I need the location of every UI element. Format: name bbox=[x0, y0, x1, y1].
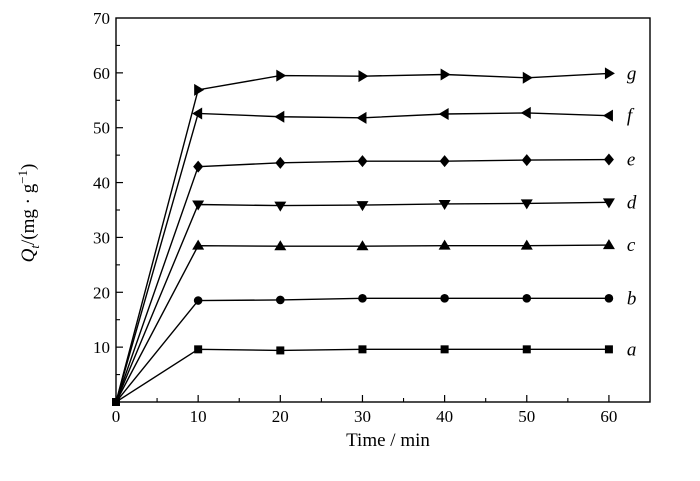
y-axis-title-exp: −1 bbox=[15, 170, 30, 184]
series-label-d: d bbox=[627, 192, 637, 213]
marker-triangle-right bbox=[440, 68, 451, 81]
x-tick-label: 10 bbox=[190, 407, 207, 426]
y-tick-label: 70 bbox=[93, 9, 110, 28]
series-e: e bbox=[112, 150, 635, 406]
marker-circle bbox=[440, 294, 449, 303]
marker-square bbox=[194, 345, 203, 354]
y-tick-label: 20 bbox=[93, 283, 110, 302]
series-f: f bbox=[112, 106, 635, 406]
series-label-e: e bbox=[627, 150, 635, 171]
x-tick-label: 0 bbox=[112, 407, 121, 426]
marker-triangle-left bbox=[192, 107, 203, 120]
y-axis-title-main: Q bbox=[18, 248, 39, 262]
marker-triangle-up bbox=[438, 239, 451, 250]
series-label-a: a bbox=[627, 339, 637, 360]
series-g: g bbox=[112, 63, 636, 406]
marker-triangle-left bbox=[274, 110, 285, 123]
marker-triangle-down bbox=[520, 199, 533, 210]
marker-triangle-up bbox=[356, 240, 369, 251]
marker-triangle-right bbox=[522, 71, 533, 84]
marker-triangle-right bbox=[276, 69, 287, 82]
series-label-b: b bbox=[627, 288, 637, 309]
marker-triangle-up bbox=[520, 239, 533, 250]
y-axis-title-sub: t bbox=[27, 245, 42, 249]
marker-diamond bbox=[439, 155, 450, 168]
series-b: b bbox=[112, 288, 636, 406]
series-line-e bbox=[115, 158, 609, 403]
marker-diamond bbox=[275, 156, 286, 169]
series-line-c bbox=[115, 244, 609, 403]
x-tick-label: 20 bbox=[272, 407, 289, 426]
series-a: a bbox=[112, 339, 636, 406]
marker-circle bbox=[522, 294, 532, 303]
marker-triangle-left bbox=[356, 111, 367, 124]
marker-triangle-left bbox=[438, 108, 449, 120]
marker-triangle-down bbox=[274, 201, 287, 212]
marker-triangle-right bbox=[604, 67, 615, 80]
marker-triangle-left bbox=[520, 106, 531, 119]
marker-triangle-right bbox=[358, 70, 369, 83]
series-label-c: c bbox=[627, 235, 636, 256]
y-axis-title-close: ) bbox=[18, 164, 39, 170]
y-tick-label: 40 bbox=[93, 174, 110, 193]
marker-triangle-down bbox=[192, 200, 205, 211]
marker-triangle-right bbox=[194, 83, 205, 96]
marker-diamond bbox=[603, 153, 614, 166]
x-tick-label: 50 bbox=[518, 407, 535, 426]
marker-circle bbox=[604, 294, 614, 303]
marker-triangle-down bbox=[438, 199, 451, 210]
series-label-f: f bbox=[627, 106, 635, 127]
x-tick-label: 30 bbox=[354, 407, 371, 426]
axes: 0 10 20 30 40 50 60 10 20 30 40 50 60 70 bbox=[93, 9, 651, 426]
marker-triangle-left bbox=[602, 109, 613, 122]
y-tick-label: 60 bbox=[93, 64, 110, 83]
marker-origin bbox=[112, 398, 120, 406]
marker-triangle-down bbox=[602, 198, 615, 209]
y-axis-title-unit: /(mg · g bbox=[18, 183, 39, 245]
marker-diamond bbox=[193, 160, 204, 173]
series-label-g: g bbox=[627, 63, 637, 84]
x-tick-label: 60 bbox=[600, 407, 617, 426]
marker-square bbox=[276, 346, 285, 355]
y-tick-label: 10 bbox=[93, 338, 110, 357]
series-c: c bbox=[112, 235, 636, 406]
marker-diamond bbox=[521, 154, 532, 167]
marker-circle bbox=[276, 295, 285, 305]
y-tick-label: 50 bbox=[93, 119, 110, 138]
x-tick-label: 40 bbox=[436, 407, 453, 426]
marker-square bbox=[358, 345, 367, 354]
marker-square bbox=[522, 345, 531, 354]
marker-circle bbox=[193, 296, 203, 305]
series-d: d bbox=[112, 192, 637, 406]
series-layer: a b c de f g bbox=[112, 63, 637, 406]
y-axis-title: Qt/(mg · g−1) bbox=[15, 164, 42, 263]
marker-triangle-up bbox=[192, 239, 205, 250]
y-tick-label: 30 bbox=[93, 228, 110, 247]
marker-triangle-down bbox=[356, 201, 369, 212]
x-axis-title: Time / min bbox=[346, 430, 430, 451]
series-line-a bbox=[115, 348, 609, 403]
marker-diamond bbox=[357, 155, 368, 168]
marker-triangle-up bbox=[274, 240, 287, 251]
marker-circle bbox=[358, 294, 367, 303]
marker-triangle-up bbox=[602, 239, 615, 250]
marker-square bbox=[440, 345, 449, 354]
marker-square bbox=[604, 345, 613, 354]
